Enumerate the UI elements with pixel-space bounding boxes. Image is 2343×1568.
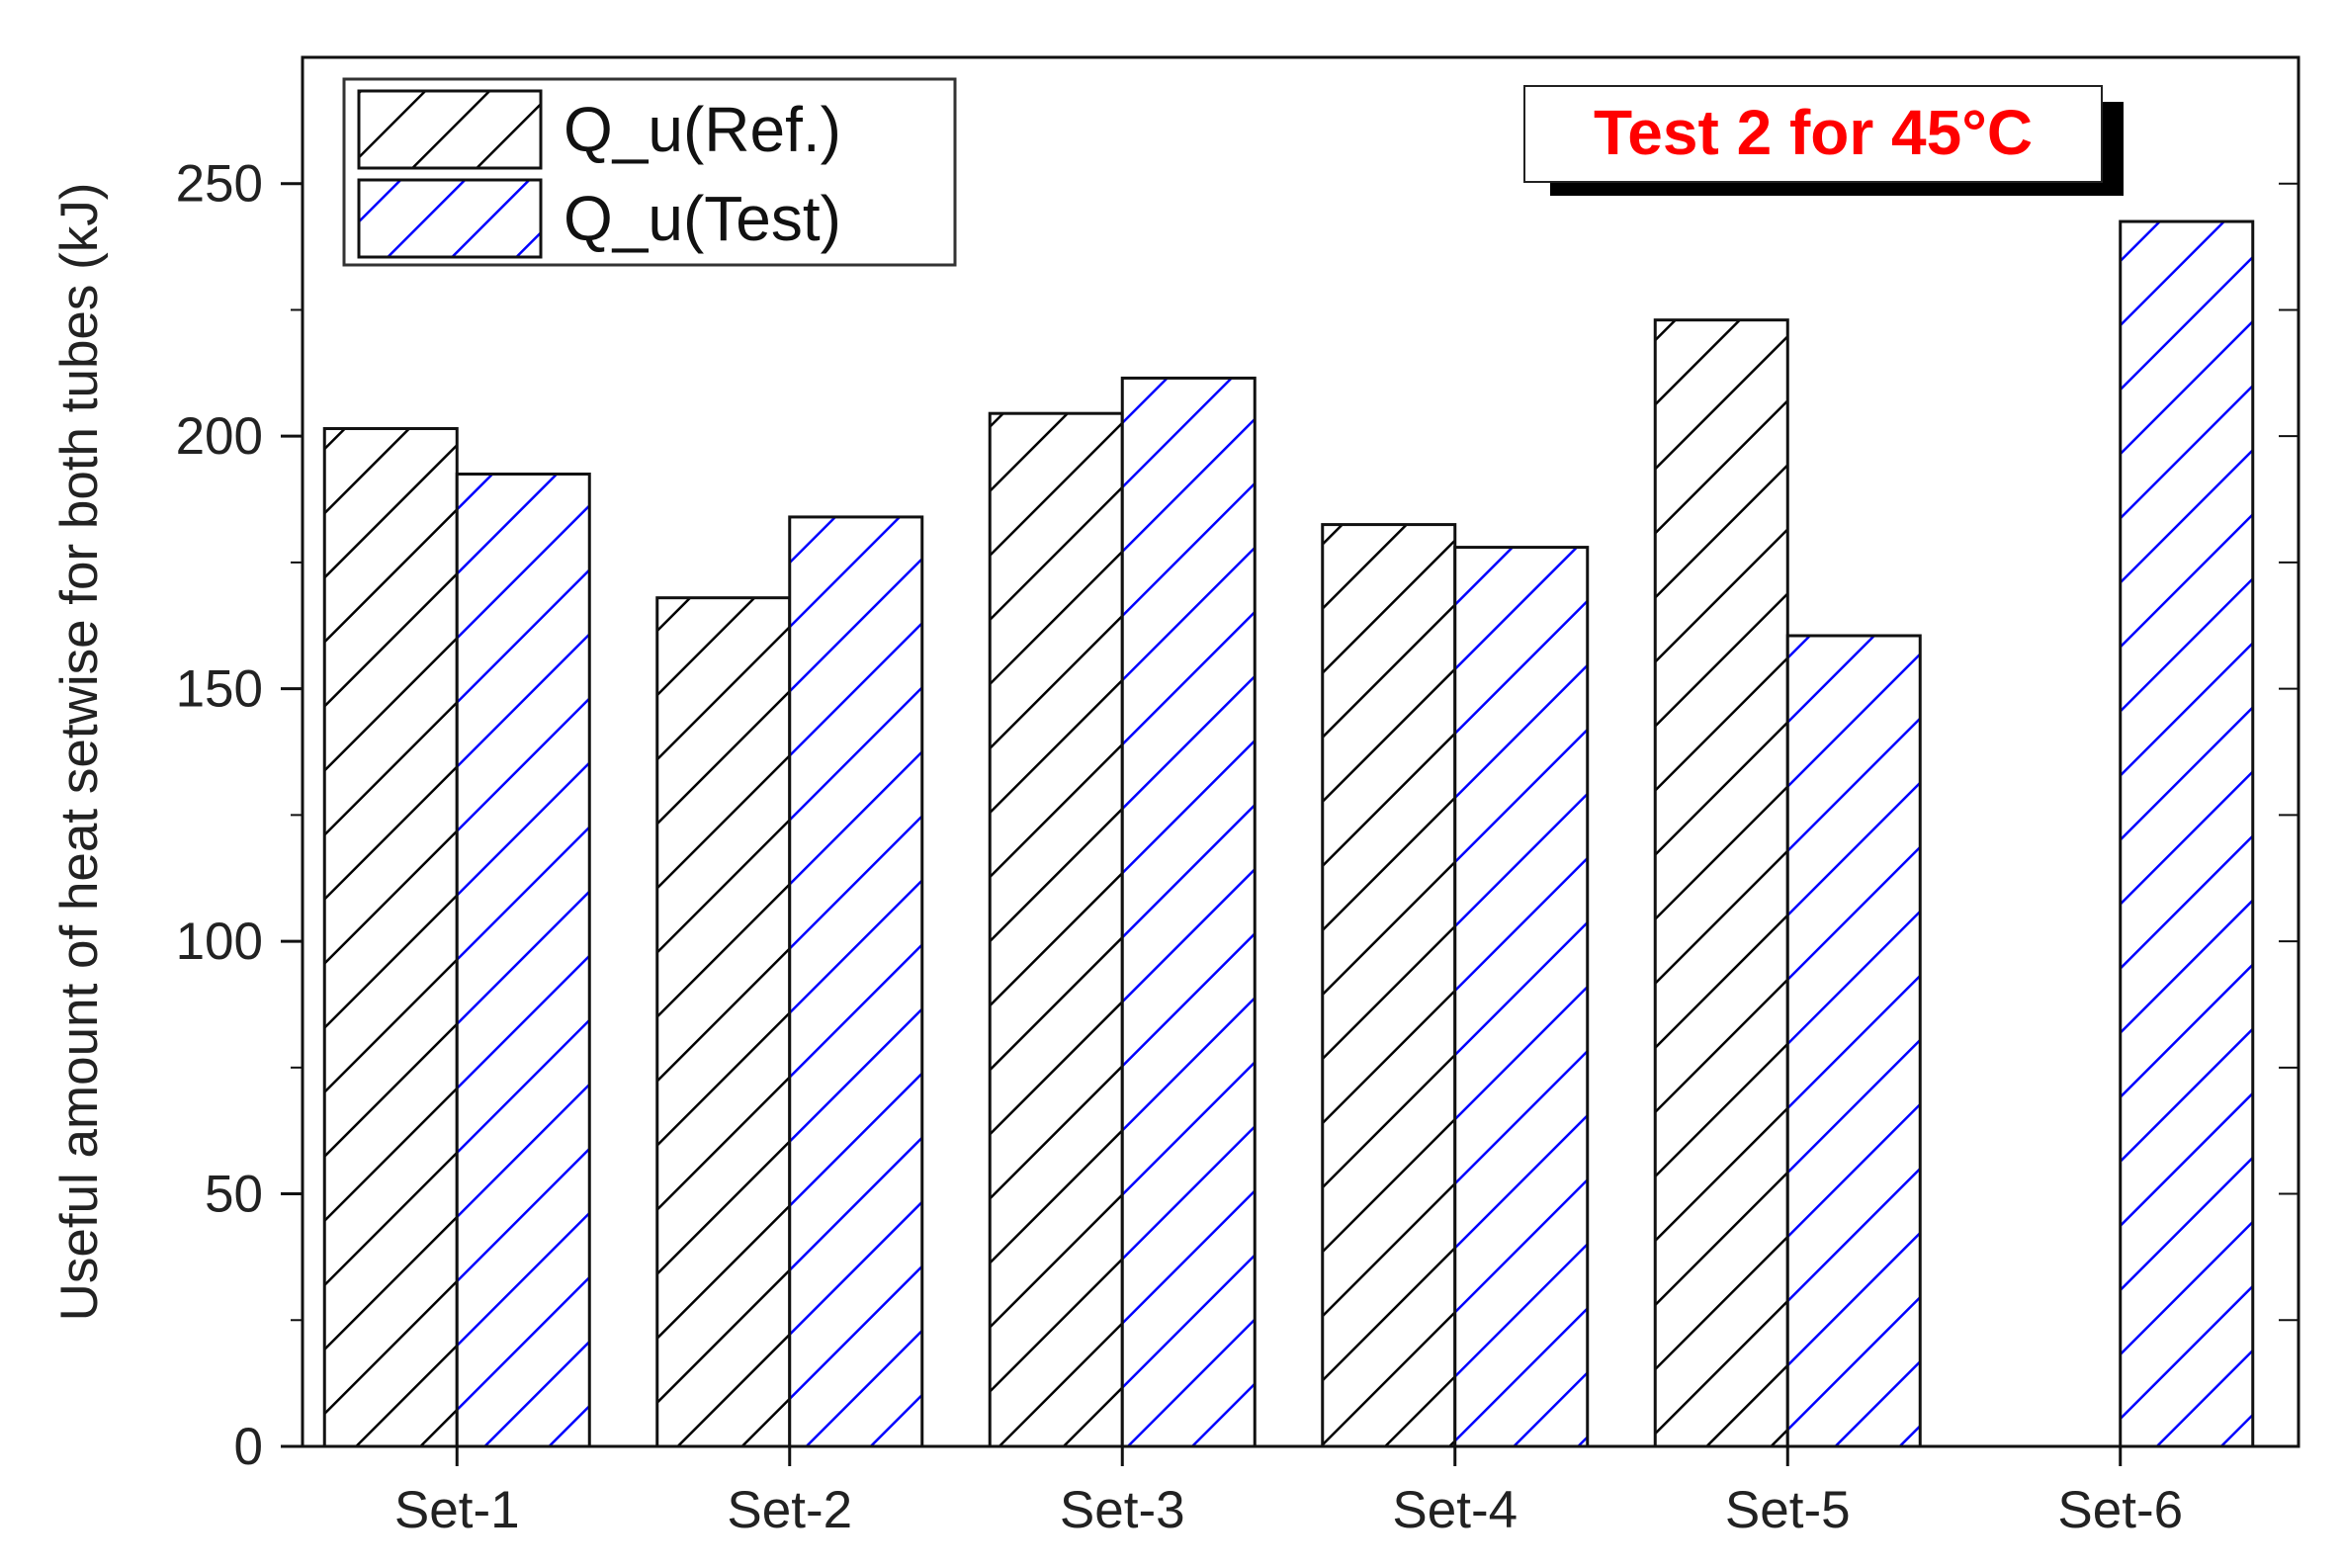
legend: Q_u(Ref.) Q_u(Test) <box>342 77 957 267</box>
bar-ref-set-2 <box>655 596 792 1448</box>
bar-test-set-4 <box>1453 546 1590 1448</box>
y-tick-label: 100 <box>176 913 263 971</box>
bars <box>322 219 2255 1448</box>
x-tick-label: Set-1 <box>394 1481 520 1539</box>
axes <box>301 55 2300 1448</box>
x-tick-label: Set-5 <box>1725 1481 1851 1539</box>
bar-test-set-5 <box>1785 634 1922 1448</box>
bar-ref-set-1 <box>322 427 459 1448</box>
bar-test-set-1 <box>455 473 591 1448</box>
bar-test-set-2 <box>788 515 924 1448</box>
y-tick-label: 250 <box>176 155 263 214</box>
y-tick-label: 150 <box>176 660 263 719</box>
y-tick-label: 200 <box>176 407 263 466</box>
bar-ref-set-5 <box>1653 318 1789 1448</box>
plot-frame <box>301 55 2300 1448</box>
y-tick-label: 0 <box>234 1418 263 1476</box>
legend-label-ref: Q_u(Ref.) <box>564 94 841 165</box>
y-tick-label: 50 <box>205 1166 263 1224</box>
x-tick-label: Set-3 <box>1060 1481 1185 1539</box>
legend-swatch-ref <box>357 89 543 170</box>
annotation-text: Test 2 for 45°C <box>1594 97 2033 168</box>
legend-swatch-test <box>357 178 543 259</box>
annotation-box: Test 2 for 45°C <box>1523 85 2124 196</box>
y-axis-title: Useful amount of heat setwise for both t… <box>50 183 109 1322</box>
annotation-frame <box>1523 85 2103 183</box>
bar-ref-set-4 <box>1321 523 1457 1448</box>
x-tick-label: Set-2 <box>727 1481 852 1539</box>
bar-test-set-3 <box>1120 376 1257 1448</box>
x-tick-label: Set-4 <box>1392 1481 1518 1539</box>
ticks: 0 50 100 150 200 250 Set-1 Set-2 Set-3 Set-4 Set-5… <box>176 155 2299 1539</box>
legend-label-test: Q_u(Test) <box>564 183 841 254</box>
bar-test-set-6 <box>2119 219 2255 1448</box>
x-tick-label: Set-6 <box>2057 1481 2183 1539</box>
bar-ref-set-3 <box>988 411 1124 1448</box>
